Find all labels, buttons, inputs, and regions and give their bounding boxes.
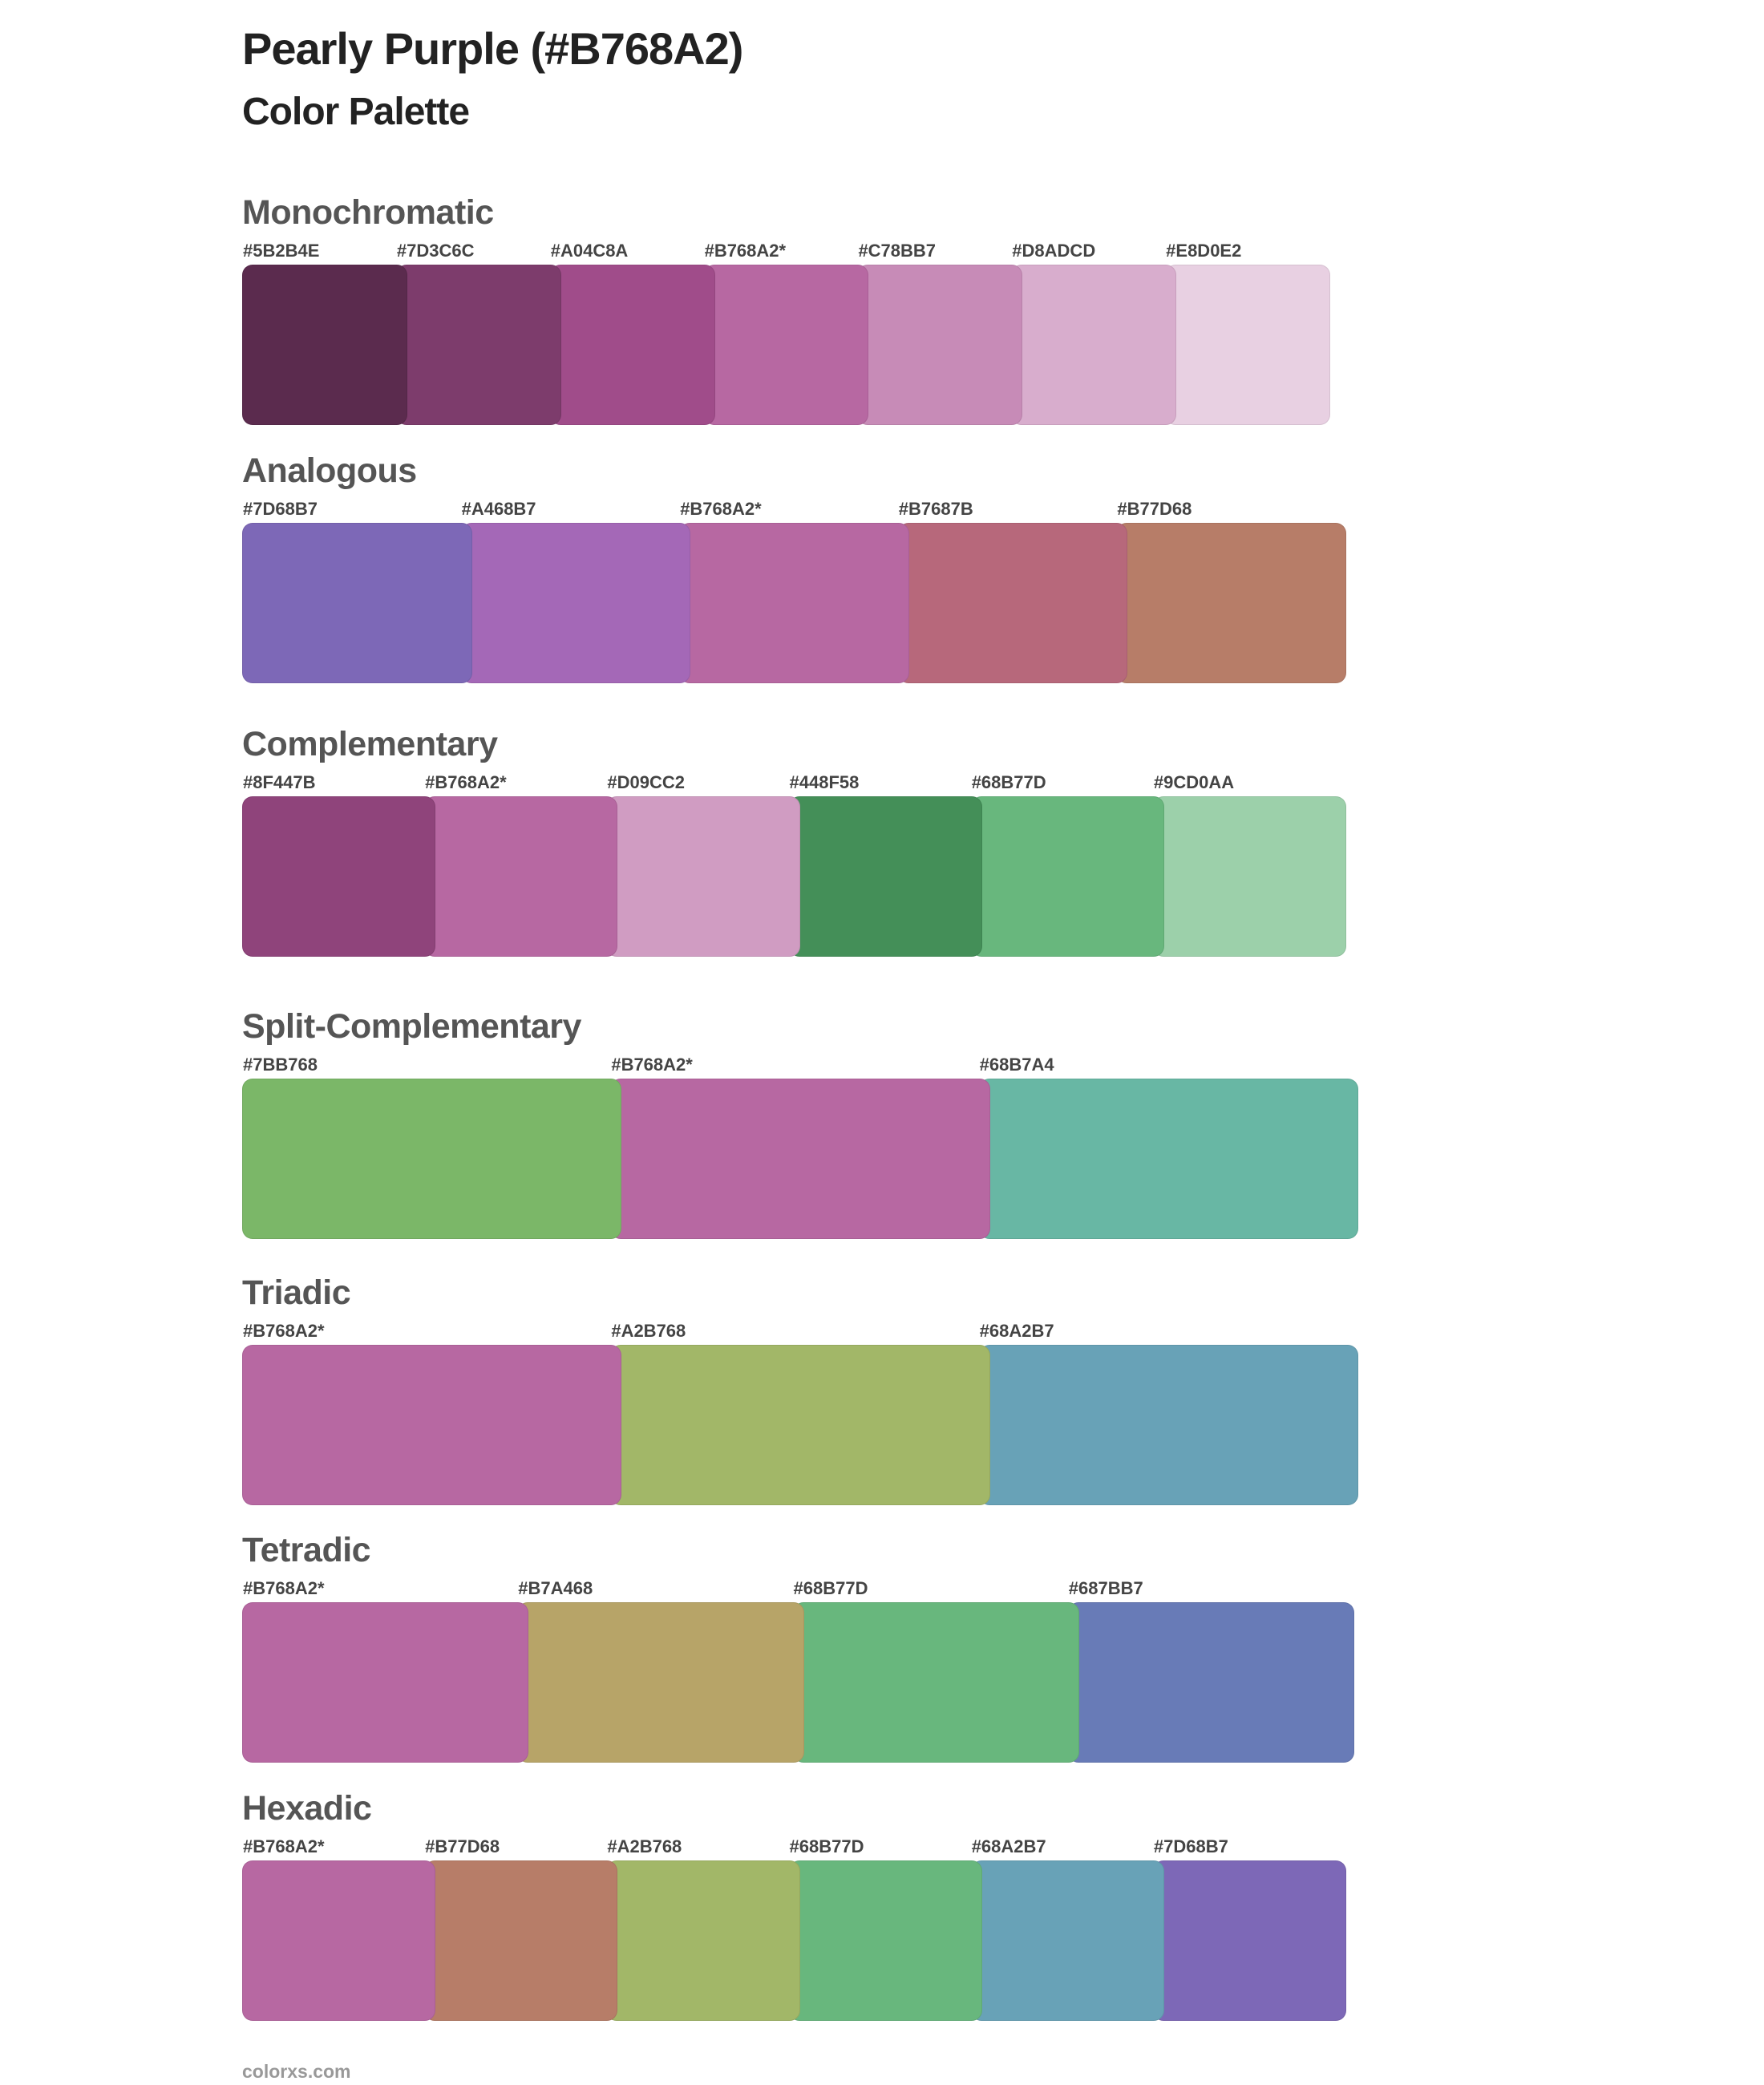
swatch-hex-label: #B7A468 xyxy=(518,1578,593,1598)
swatch-hex-label: #B768A2* xyxy=(611,1055,693,1075)
swatch-hex-label: #68B77D xyxy=(793,1578,868,1598)
color-swatch[interactable]: #7D68B7 xyxy=(242,500,472,683)
swatch-hex-label: #D09CC2 xyxy=(607,772,685,792)
swatch-hex-label: #7D68B7 xyxy=(1153,1836,1228,1856)
color-swatch[interactable]: #7D3C6C xyxy=(395,241,561,425)
section-heading: Triadic xyxy=(242,1273,351,1312)
swatch-hex-label: #B768A2* xyxy=(243,1836,325,1856)
color-swatch[interactable]: #A2B768 xyxy=(606,1837,800,2021)
swatch-hex-label: #448F58 xyxy=(789,772,860,792)
site-footer-link[interactable]: colorxs.com xyxy=(242,2061,351,2082)
color-swatch[interactable]: #7D68B7 xyxy=(1152,1837,1347,2021)
swatch-hex-label: #B77D68 xyxy=(425,1836,500,1856)
swatch-hex-label: #9CD0AA xyxy=(1153,772,1235,792)
swatch-hex-label: #5B2B4E xyxy=(243,241,320,261)
color-swatch[interactable]: #B7A468 xyxy=(517,1579,804,1763)
color-swatch[interactable]: #B768A2* xyxy=(242,1837,436,2021)
color-swatch[interactable]: #C78BB7 xyxy=(857,241,1023,425)
swatch-hex-label: #7BB768 xyxy=(243,1055,318,1075)
color-swatch[interactable]: #D09CC2 xyxy=(606,773,800,957)
color-swatch[interactable]: #7BB768 xyxy=(242,1055,622,1239)
color-swatch[interactable]: #B77D68 xyxy=(424,1837,618,2021)
color-swatch[interactable]: #B768A2* xyxy=(242,1322,622,1505)
section-heading: Complementary xyxy=(242,725,498,763)
swatch-hex-label: #B768A2* xyxy=(680,499,762,519)
section-heading: Split-Complementary xyxy=(242,1007,581,1046)
swatch-row: #B768A2* #B77D68 #A2B768 #68B77D #68A2B7 #7D6… xyxy=(242,1837,1347,2021)
swatch-hex-label: #8F447B xyxy=(243,772,316,792)
palette-section-complementary: Complementary #8F447B #B768A2* #D09CC2 #448F… xyxy=(242,724,1347,957)
color-swatch[interactable]: #68B77D xyxy=(970,773,1164,957)
swatch-hex-label: #A04C8A xyxy=(550,241,629,261)
swatch-row: #7BB768 #B768A2* #68B7A4 xyxy=(242,1055,1358,1239)
palette-section-monochromatic: Monochromatic #5B2B4E #7D3C6C #A04C8A #B768A… xyxy=(242,192,1331,425)
swatch-row: #B768A2* #B7A468 #68B77D #687BB7 xyxy=(242,1579,1354,1763)
color-swatch[interactable]: #A04C8A xyxy=(549,241,715,425)
section-heading: Analogous xyxy=(242,451,417,490)
swatch-hex-label: #687BB7 xyxy=(1068,1578,1143,1598)
color-swatch[interactable]: #A468B7 xyxy=(460,500,691,683)
color-swatch[interactable]: #A2B768 xyxy=(610,1322,990,1505)
color-swatch[interactable]: #68B77D xyxy=(792,1579,1079,1763)
swatch-hex-label: #7D3C6C xyxy=(396,241,475,261)
color-swatch[interactable]: #68B7A4 xyxy=(978,1055,1358,1239)
swatch-hex-label: #C78BB7 xyxy=(858,241,937,261)
color-swatch[interactable]: #E8D0E2 xyxy=(1165,241,1331,425)
color-swatch[interactable]: #68A2B7 xyxy=(970,1837,1164,2021)
color-swatch[interactable]: #B7687B xyxy=(897,500,1128,683)
swatch-row: #B768A2* #A2B768 #68A2B7 xyxy=(242,1322,1358,1505)
color-swatch[interactable]: #9CD0AA xyxy=(1152,773,1347,957)
palette-section-hexadic: Hexadic #B768A2* #B77D68 #A2B768 #68B77D #68A… xyxy=(242,1788,1347,2021)
palette-section-analogous: Analogous #7D68B7 #A468B7 #B768A2* #B7687B #B… xyxy=(242,451,1346,683)
color-swatch[interactable]: #5B2B4E xyxy=(242,241,407,425)
swatch-hex-label: #B768A2* xyxy=(243,1321,325,1341)
swatch-hex-label: #B768A2* xyxy=(243,1578,325,1598)
section-heading: Hexadic xyxy=(242,1789,372,1828)
swatch-hex-label: #68B77D xyxy=(971,772,1046,792)
swatch-hex-label: #B77D68 xyxy=(1117,499,1192,519)
color-swatch[interactable]: #D8ADCD xyxy=(1011,241,1177,425)
color-swatch[interactable]: #68A2B7 xyxy=(978,1322,1358,1505)
palette-section-triadic: Triadic #B768A2* #A2B768 #68A2B7 xyxy=(242,1273,1358,1505)
swatch-hex-label: #68A2B7 xyxy=(979,1321,1054,1341)
section-heading: Monochromatic xyxy=(242,193,494,232)
color-swatch[interactable]: #B768A2* xyxy=(679,500,909,683)
swatch-hex-label: #A2B768 xyxy=(611,1321,686,1341)
color-swatch[interactable]: #B768A2* xyxy=(703,241,869,425)
palette-section-split-complementary: Split-Complementary #7BB768 #B768A2* #68B7A… xyxy=(242,1006,1358,1239)
color-swatch[interactable]: #448F58 xyxy=(788,773,982,957)
section-heading: Tetradic xyxy=(242,1531,371,1569)
swatch-hex-label: #B7687B xyxy=(898,499,973,519)
swatch-hex-label: #D8ADCD xyxy=(1012,241,1096,261)
swatch-row: #5B2B4E #7D3C6C #A04C8A #B768A2* #C78BB7 #D8A… xyxy=(242,241,1331,425)
swatch-hex-label: #B768A2* xyxy=(425,772,507,792)
swatch-row: #8F447B #B768A2* #D09CC2 #448F58 #68B77D #9CD… xyxy=(242,773,1347,957)
color-swatch[interactable]: #68B77D xyxy=(788,1837,982,2021)
swatch-row: #7D68B7 #A468B7 #B768A2* #B7687B #B77D68 xyxy=(242,500,1346,683)
page-subtitle: Color Palette xyxy=(242,91,470,133)
color-swatch[interactable]: #8F447B xyxy=(242,773,436,957)
color-swatch[interactable]: #B768A2* xyxy=(424,773,618,957)
swatch-hex-label: #7D68B7 xyxy=(243,499,318,519)
swatch-hex-label: #68A2B7 xyxy=(971,1836,1046,1856)
color-swatch[interactable]: #B768A2* xyxy=(242,1579,529,1763)
swatch-hex-label: #68B7A4 xyxy=(979,1055,1054,1075)
swatch-hex-label: #E8D0E2 xyxy=(1166,241,1242,261)
page-title: Pearly Purple (#B768A2) xyxy=(242,23,743,74)
color-swatch[interactable]: #B768A2* xyxy=(610,1055,990,1239)
swatch-hex-label: #A2B768 xyxy=(607,1836,682,1856)
swatch-hex-label: #B768A2* xyxy=(704,241,787,261)
color-swatch[interactable]: #B77D68 xyxy=(1116,500,1346,683)
swatch-hex-label: #68B77D xyxy=(789,1836,864,1856)
swatch-hex-label: #A468B7 xyxy=(461,499,536,519)
color-swatch[interactable]: #687BB7 xyxy=(1067,1579,1354,1763)
palette-section-tetradic: Tetradic #B768A2* #B7A468 #68B77D #687BB7 xyxy=(242,1530,1354,1763)
